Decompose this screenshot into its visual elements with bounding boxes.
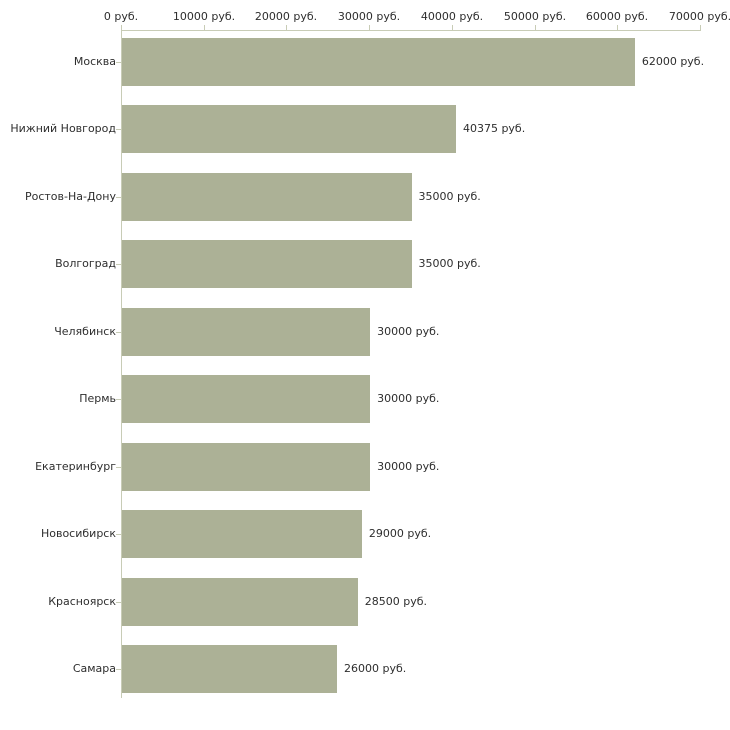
x-axis-tick-label: 60000 руб. bbox=[585, 10, 649, 23]
y-axis-tick bbox=[116, 669, 121, 670]
value-label: 30000 руб. bbox=[377, 392, 440, 405]
y-axis-tick bbox=[116, 602, 121, 603]
bar bbox=[122, 240, 412, 288]
category-label: Челябинск bbox=[54, 324, 116, 338]
x-axis-tick bbox=[204, 25, 205, 31]
x-axis-tick-label: 30000 руб. bbox=[337, 10, 401, 23]
category-label: Нижний Новгород bbox=[10, 122, 116, 135]
value-label: 26000 руб. bbox=[344, 662, 407, 675]
category-label: Самара bbox=[72, 662, 116, 675]
category-label: Москва bbox=[73, 54, 116, 68]
bar bbox=[122, 172, 412, 221]
x-axis-tick bbox=[369, 25, 370, 31]
x-axis-tick-label: 10000 руб. bbox=[172, 10, 236, 23]
bar bbox=[122, 510, 362, 558]
category-label: Новосибирск bbox=[40, 527, 116, 540]
x-axis-tick bbox=[535, 25, 536, 31]
bar bbox=[122, 645, 338, 693]
category-label: Пермь bbox=[79, 392, 116, 405]
y-axis-tick bbox=[116, 534, 121, 535]
x-axis-tick bbox=[700, 25, 701, 31]
y-axis-tick bbox=[116, 399, 121, 400]
x-axis-tick bbox=[452, 25, 453, 31]
value-label: 40375 руб. bbox=[462, 122, 526, 135]
value-label: 30000 руб. bbox=[377, 459, 440, 473]
y-axis-tick bbox=[116, 332, 121, 333]
value-label: 30000 руб. bbox=[377, 324, 440, 338]
value-label: 62000 руб. bbox=[641, 54, 705, 68]
bar bbox=[122, 577, 358, 626]
category-label: Екатеринбург bbox=[35, 459, 116, 473]
x-axis-tick bbox=[617, 25, 618, 31]
y-axis-tick bbox=[116, 129, 121, 130]
x-axis-tick-label: 20000 руб. bbox=[254, 10, 318, 23]
bar bbox=[122, 442, 371, 491]
value-label: 35000 руб. bbox=[418, 189, 481, 203]
y-axis-tick bbox=[116, 264, 121, 265]
y-axis-line bbox=[121, 30, 122, 698]
bar bbox=[122, 105, 456, 153]
value-label: 28500 руб. bbox=[364, 594, 427, 608]
y-axis-tick bbox=[116, 62, 121, 63]
x-axis-tick-label: 70000 руб. bbox=[668, 10, 730, 23]
y-axis-tick bbox=[116, 197, 121, 198]
bar bbox=[122, 307, 371, 356]
x-axis-tick bbox=[286, 25, 287, 31]
category-label: Волгоград bbox=[55, 257, 116, 270]
bar bbox=[122, 37, 635, 86]
category-label: Красноярск bbox=[48, 594, 116, 608]
x-axis-line bbox=[121, 30, 701, 31]
value-label: 35000 руб. bbox=[418, 257, 481, 270]
x-axis-tick-label: 40000 руб. bbox=[420, 10, 484, 23]
x-axis-tick-label: 0 руб. bbox=[103, 10, 139, 23]
category-label: Ростов-На-Дону bbox=[24, 189, 116, 203]
y-axis-tick bbox=[116, 467, 121, 468]
bar bbox=[122, 375, 371, 423]
x-axis-tick bbox=[121, 25, 122, 31]
x-axis-tick-label: 50000 руб. bbox=[503, 10, 567, 23]
value-label: 29000 руб. bbox=[368, 527, 432, 540]
